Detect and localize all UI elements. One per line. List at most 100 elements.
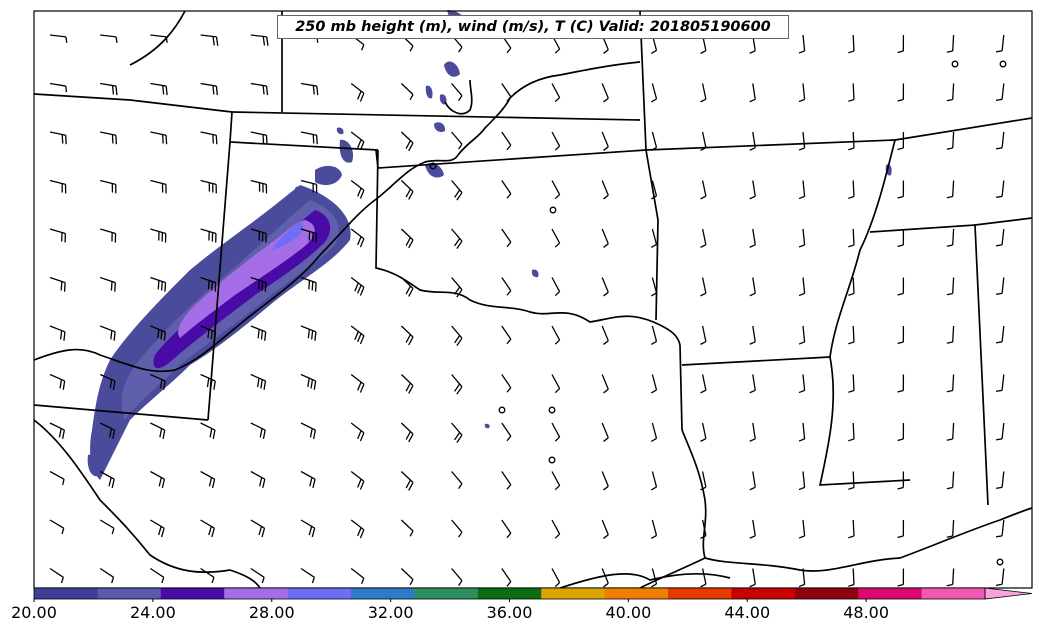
wind-barb <box>650 83 658 103</box>
contour-region <box>531 269 539 278</box>
boundary-line <box>645 139 896 151</box>
wind-barb <box>848 277 855 296</box>
wind-barb <box>49 179 67 194</box>
wind-barb <box>400 471 414 491</box>
wind-barb <box>300 179 318 194</box>
wind-barb <box>551 83 561 103</box>
wind-barb <box>749 277 756 297</box>
wind-barb <box>150 519 165 538</box>
colorbar-tick-label: 40.00 <box>605 603 652 622</box>
wind-barb <box>150 276 167 292</box>
wind-barb <box>250 82 269 96</box>
wind-barb <box>848 519 855 539</box>
wind-barb <box>848 471 855 490</box>
boundary-line <box>33 61 641 373</box>
wind-barb <box>601 277 609 297</box>
wind-barb <box>749 374 756 394</box>
wind-barb <box>150 179 167 194</box>
wind-barb <box>400 277 414 297</box>
wind-barb <box>501 83 512 102</box>
wind-barb <box>200 228 217 243</box>
boundary-line <box>829 139 896 358</box>
wind-barb <box>798 83 806 103</box>
wind-barb <box>400 228 414 249</box>
wind-barb <box>49 519 65 535</box>
boundary-line <box>375 149 681 346</box>
boundary-line <box>33 419 231 574</box>
wind-barb <box>350 82 365 102</box>
contour-region <box>444 61 460 77</box>
wind-barb <box>100 179 117 194</box>
wind-barb <box>501 325 512 345</box>
boundary-line <box>444 79 473 115</box>
wind-barb <box>250 373 267 390</box>
lake-marker <box>996 558 1004 566</box>
contour-region <box>425 85 433 99</box>
wind-barb <box>400 180 414 200</box>
colorbar-extend-arrow <box>984 587 1033 600</box>
wind-barb <box>848 180 855 199</box>
boundary-line <box>681 356 831 366</box>
wind-barb <box>897 422 905 442</box>
contour-region <box>434 122 446 133</box>
wind-barb <box>798 34 806 54</box>
wind-barb <box>798 180 806 200</box>
wind-barb <box>700 325 707 345</box>
wind-barb <box>601 422 609 442</box>
boundary-line <box>229 111 379 151</box>
wind-barb <box>897 277 905 296</box>
wind-barb <box>250 567 265 584</box>
wind-barb <box>451 83 463 101</box>
colorbar-segment <box>351 588 415 599</box>
wind-barb <box>996 180 1005 198</box>
wind-barb <box>798 374 806 394</box>
wind-barb <box>700 131 707 151</box>
wind-barb <box>350 470 365 490</box>
wind-barb <box>300 325 317 341</box>
wind-barb <box>99 519 115 535</box>
lake-marker <box>548 456 556 464</box>
wind-barb <box>551 519 561 539</box>
colorbar-tick-label: 32.00 <box>367 603 414 622</box>
colorbar-segment <box>794 588 859 599</box>
wind-barb <box>300 131 318 145</box>
wind-barb <box>946 471 955 490</box>
wind-barb <box>798 471 806 491</box>
wind-barb <box>848 325 855 345</box>
contour-region <box>295 186 303 195</box>
lake-marker <box>549 206 557 214</box>
wind-barb <box>451 471 463 489</box>
wind-barb <box>400 131 414 152</box>
contour-region <box>339 139 354 163</box>
wind-barb <box>400 83 414 101</box>
wind-barb <box>798 228 806 248</box>
wind-barb <box>150 470 166 489</box>
wind-barb <box>897 228 905 248</box>
wind-barb <box>200 519 215 538</box>
wind-barb <box>700 228 707 248</box>
wind-barb <box>100 131 118 145</box>
wind-barb <box>601 180 609 200</box>
wind-barb <box>650 471 658 491</box>
wind-barb <box>99 567 115 584</box>
wind-barb <box>897 519 905 539</box>
wind-barb <box>700 471 707 491</box>
wind-barb <box>798 277 806 297</box>
wind-barb <box>400 374 414 394</box>
wind-barb <box>996 277 1005 295</box>
boundary-line <box>681 429 707 559</box>
wind-barb <box>848 131 855 151</box>
boundary-line <box>375 149 647 169</box>
boundary-line <box>679 344 683 431</box>
wind-barb <box>501 131 512 151</box>
wind-barb <box>601 374 609 394</box>
contour-region <box>336 127 344 135</box>
colorbar-segment <box>287 588 352 599</box>
wind-barb <box>451 422 463 443</box>
wind-barb <box>798 568 806 588</box>
wind-barb <box>200 470 216 489</box>
wind-barb <box>451 325 463 346</box>
contour-region <box>87 454 102 477</box>
colorbar-segment <box>604 588 669 599</box>
